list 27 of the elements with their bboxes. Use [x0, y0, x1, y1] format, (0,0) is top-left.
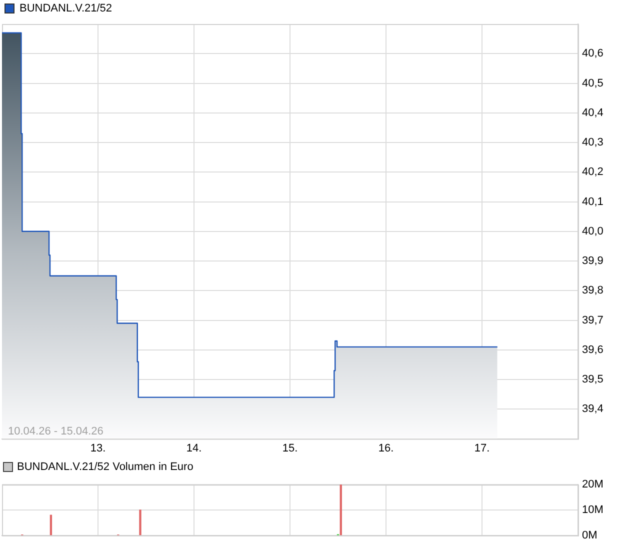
y-tick-label: 40,6 — [582, 48, 604, 60]
y-tick-label: 39,7 — [582, 314, 604, 326]
y-tick-label: 39,5 — [582, 374, 604, 386]
y-tick-label: 40,3 — [582, 136, 604, 149]
y-tick-label: 40,0 — [582, 225, 604, 238]
bar — [50, 514, 52, 536]
x-tick-label: 14. — [186, 442, 202, 454]
y-tick-label: 40,4 — [582, 106, 604, 119]
bar — [340, 484, 342, 536]
y-tick-label: 10M — [582, 504, 604, 516]
y-tick-label: 39,8 — [582, 284, 604, 297]
y-tick-label: 20M — [582, 478, 604, 491]
x-tick-label: 15. — [282, 442, 298, 454]
x-tick-label: 17. — [474, 442, 490, 454]
legend-label: BUNDANL.V.21/52 — [20, 2, 112, 15]
x-tick-label: 13. — [90, 442, 106, 454]
y-tick-label: 39,9 — [582, 255, 604, 268]
y-tick-label: 39,4 — [582, 403, 604, 416]
y-tick-label: 0M — [582, 529, 598, 542]
y-tick-label: 40,2 — [582, 166, 604, 178]
chart-title: BUNDANL.V.21/52 Volumen in Euro — [17, 460, 194, 474]
x-tick-label: 16. — [378, 442, 394, 454]
y-tick-label: 39,6 — [582, 344, 604, 356]
bar — [139, 510, 142, 536]
annotation: 10.04.26 - 15.04.26 — [8, 425, 104, 438]
y-tick-label: 40,1 — [582, 196, 604, 208]
y-tick-label: 40,5 — [582, 77, 604, 90]
